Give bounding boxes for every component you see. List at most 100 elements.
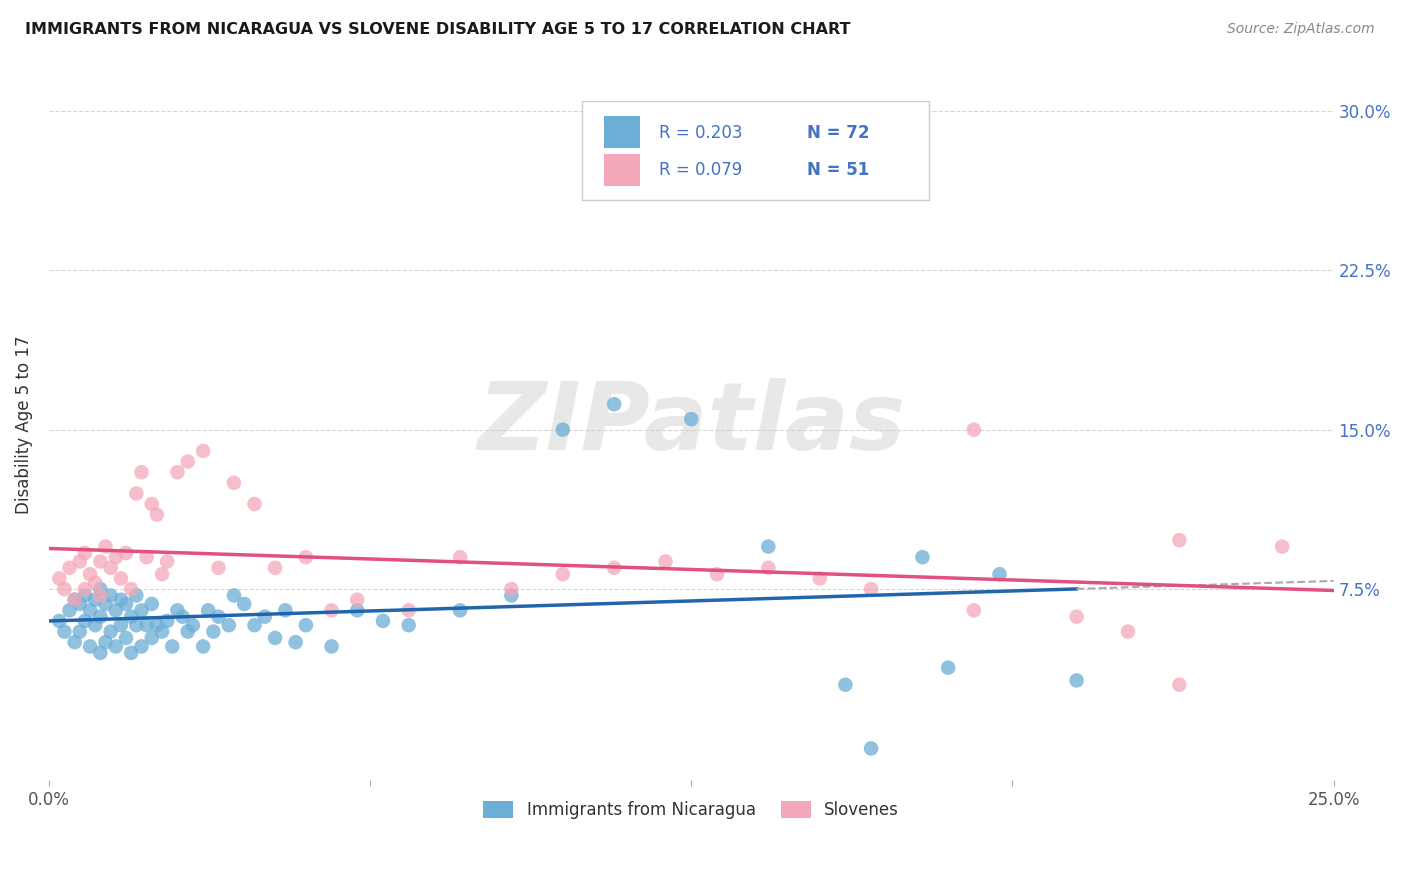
Point	[156, 554, 179, 568]
Point	[181, 618, 204, 632]
FancyBboxPatch shape	[605, 116, 640, 148]
Point	[58, 561, 80, 575]
Point	[501, 589, 523, 603]
Point	[89, 646, 111, 660]
Point	[274, 603, 297, 617]
Point	[681, 412, 703, 426]
Point	[603, 561, 626, 575]
Point	[162, 640, 184, 654]
Point	[104, 550, 127, 565]
Point	[94, 597, 117, 611]
Point	[53, 624, 76, 639]
Point	[150, 567, 173, 582]
Point	[100, 589, 122, 603]
Point	[156, 614, 179, 628]
Point	[398, 618, 420, 632]
Point	[150, 624, 173, 639]
Y-axis label: Disability Age 5 to 17: Disability Age 5 to 17	[15, 335, 32, 514]
Point	[120, 646, 142, 660]
Point	[834, 678, 856, 692]
Point	[202, 624, 225, 639]
Point	[104, 640, 127, 654]
Point	[135, 550, 157, 565]
Point	[73, 589, 96, 603]
Point	[53, 582, 76, 596]
Point	[177, 624, 200, 639]
Point	[63, 635, 86, 649]
Point	[73, 582, 96, 596]
Point	[84, 618, 107, 632]
Point	[89, 609, 111, 624]
Text: N = 51: N = 51	[807, 161, 869, 179]
Point	[197, 603, 219, 617]
Point	[346, 603, 368, 617]
Point	[1116, 624, 1139, 639]
Point	[243, 497, 266, 511]
Point	[706, 567, 728, 582]
Point	[69, 597, 91, 611]
Point	[284, 635, 307, 649]
Point	[264, 631, 287, 645]
Point	[73, 614, 96, 628]
Point	[125, 618, 148, 632]
Point	[69, 624, 91, 639]
Point	[89, 554, 111, 568]
Point	[963, 423, 986, 437]
Point	[295, 550, 318, 565]
Point	[654, 554, 676, 568]
Point	[756, 540, 779, 554]
Point	[146, 618, 169, 632]
Point	[264, 561, 287, 575]
Point	[79, 640, 101, 654]
Point	[808, 571, 831, 585]
Point	[321, 640, 343, 654]
Point	[218, 618, 240, 632]
Point	[110, 618, 132, 632]
Point	[89, 582, 111, 596]
Point	[131, 603, 153, 617]
Point	[79, 603, 101, 617]
Point	[936, 661, 959, 675]
Point	[963, 603, 986, 617]
Point	[115, 631, 138, 645]
Point	[207, 561, 229, 575]
Point	[222, 475, 245, 490]
Text: IMMIGRANTS FROM NICARAGUA VS SLOVENE DISABILITY AGE 5 TO 17 CORRELATION CHART: IMMIGRANTS FROM NICARAGUA VS SLOVENE DIS…	[25, 22, 851, 37]
Text: ZIPatlas: ZIPatlas	[477, 378, 905, 470]
FancyBboxPatch shape	[605, 154, 640, 186]
Point	[146, 508, 169, 522]
Point	[346, 592, 368, 607]
Text: R = 0.079: R = 0.079	[659, 161, 742, 179]
Point	[63, 592, 86, 607]
Point	[79, 567, 101, 582]
Point	[551, 423, 574, 437]
Point	[371, 614, 394, 628]
Point	[48, 614, 70, 628]
Point	[141, 597, 163, 611]
Point	[449, 603, 471, 617]
Point	[1066, 609, 1088, 624]
Point	[84, 575, 107, 590]
Point	[115, 597, 138, 611]
Point	[58, 603, 80, 617]
Point	[100, 624, 122, 639]
Point	[191, 444, 214, 458]
Point	[120, 582, 142, 596]
Point	[860, 582, 883, 596]
Text: N = 72: N = 72	[807, 124, 869, 142]
Point	[120, 609, 142, 624]
Point	[94, 540, 117, 554]
Point	[449, 550, 471, 565]
Point	[1168, 533, 1191, 548]
Point	[253, 609, 276, 624]
Point	[166, 465, 188, 479]
Point	[551, 567, 574, 582]
FancyBboxPatch shape	[582, 101, 929, 200]
Point	[398, 603, 420, 617]
Legend: Immigrants from Nicaragua, Slovenes: Immigrants from Nicaragua, Slovenes	[477, 794, 905, 825]
Point	[243, 618, 266, 632]
Point	[63, 592, 86, 607]
Point	[48, 571, 70, 585]
Point	[756, 561, 779, 575]
Point	[110, 571, 132, 585]
